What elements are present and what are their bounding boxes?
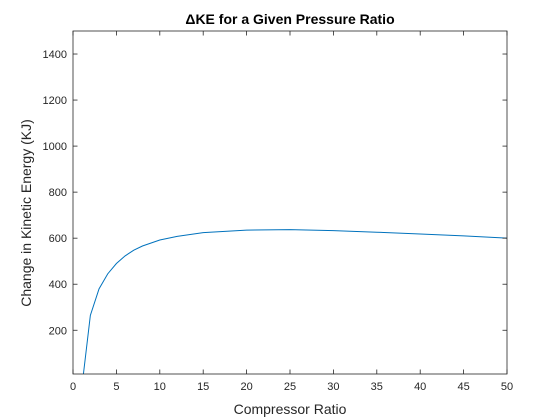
- y-tick-label: 1200: [43, 95, 67, 107]
- x-tick-label: 20: [240, 381, 252, 393]
- y-tick-label: 200: [49, 325, 67, 337]
- y-tick-label: 600: [49, 233, 67, 245]
- x-tick-label: 30: [327, 381, 339, 393]
- x-tick-label: 5: [113, 381, 119, 393]
- axes-box: [72, 30, 508, 375]
- y-axis-label: Change in Kinetic Energy (KJ): [18, 119, 34, 307]
- x-tick-label: 0: [70, 381, 76, 393]
- x-tick-label: 35: [371, 381, 383, 393]
- x-tick-label: 50: [501, 381, 513, 393]
- axes: 0 5 10 15 20 25 30 35 40 45 50 200 400 600 800 1000 1200…: [43, 30, 513, 393]
- chart-title: ΔKE for a Given Pressure Ratio: [185, 11, 394, 27]
- series-line-0: [82, 229, 507, 374]
- y-tick-label: 1400: [43, 49, 67, 61]
- x-tick-label: 10: [154, 381, 166, 393]
- plot-area: [82, 229, 507, 374]
- y-tick-label: 800: [49, 187, 67, 199]
- x-axis-label: Compressor Ratio: [234, 401, 347, 417]
- x-tick-label: 40: [414, 381, 426, 393]
- x-tick-label: 45: [457, 381, 469, 393]
- y-tick-label: 1000: [43, 141, 67, 153]
- y-tick-label: 400: [49, 279, 67, 291]
- x-tick-label: 15: [197, 381, 209, 393]
- x-tick-label: 25: [284, 381, 296, 393]
